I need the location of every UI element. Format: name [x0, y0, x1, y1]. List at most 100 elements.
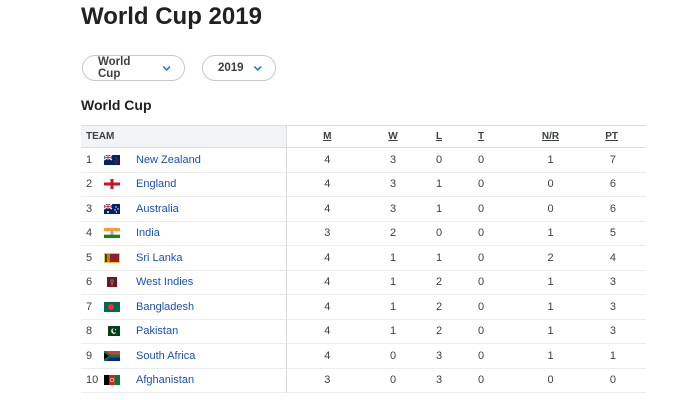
table-body: 1 New Zealand 4 3 0 0 1 7 2 England 4 3 1 … [81, 147, 646, 393]
column-header-w[interactable]: W [368, 125, 418, 148]
team-name-link[interactable]: Bangladesh [136, 300, 195, 313]
cell-nr: 1 [547, 349, 554, 362]
cell-m: 4 [285, 294, 368, 319]
cell-nr: 0 [547, 202, 554, 215]
row-rank: 10 [86, 374, 99, 387]
standings-table: TEAM M W L T N/R PT 1 New Zealand 4 3 0 0… [81, 125, 646, 393]
cell-l: 3 [435, 374, 443, 387]
cell-pt: 4 [609, 251, 616, 264]
cell-l: 1 [435, 251, 443, 264]
row-rank: 2 [86, 178, 93, 191]
cell-pt: 0 [609, 374, 616, 387]
cell-m: 4 [285, 245, 368, 270]
cell-m: 4 [285, 172, 368, 197]
row-rank: 9 [86, 349, 93, 362]
cell-t: 0 [477, 349, 485, 362]
column-header-nr[interactable]: N/R [502, 125, 599, 148]
row-rank: 6 [86, 276, 93, 289]
row-rank: 1 [86, 153, 93, 166]
row-rank: 8 [86, 325, 93, 338]
team-name-link[interactable]: Pakistan [136, 325, 179, 338]
cell-w: 0 [389, 374, 397, 387]
team-name-link[interactable]: England [136, 178, 177, 191]
cell-w: 1 [389, 251, 397, 264]
table-row[interactable]: 8 Pakistan 4 1 2 0 1 3 [81, 319, 646, 344]
cell-w: 1 [389, 300, 397, 313]
bangladesh-flag-icon [104, 301, 120, 312]
table-row[interactable]: 7 Bangladesh 4 1 2 0 1 3 [81, 294, 646, 319]
table-row[interactable]: 2 England 4 3 1 0 0 6 [81, 172, 646, 197]
row-rank: 3 [86, 202, 93, 215]
cell-pt: 3 [609, 325, 616, 338]
cell-nr: 0 [547, 178, 554, 191]
west-indies-flag-icon [104, 277, 120, 288]
team-name-link[interactable]: Sri Lanka [136, 251, 183, 264]
cell-pt: 7 [609, 153, 616, 166]
cell-l: 0 [435, 153, 443, 166]
south-africa-flag-icon [104, 350, 120, 361]
cell-t: 0 [477, 276, 485, 289]
cell-w: 1 [389, 325, 397, 338]
team-name-link[interactable]: New Zealand [136, 153, 201, 166]
cell-pt: 3 [609, 276, 616, 289]
cell-m: 4 [285, 196, 368, 221]
season-dropdown[interactable]: 2019 [202, 55, 276, 81]
column-header-l[interactable]: L [418, 125, 460, 148]
team-name-link[interactable]: South Africa [136, 349, 196, 362]
column-header-pt[interactable]: PT [599, 125, 646, 148]
cell-t: 0 [477, 251, 485, 264]
cell-w: 2 [389, 227, 397, 240]
table-row[interactable]: 5 Sri Lanka 4 1 1 0 2 4 [81, 245, 646, 270]
team-name-link[interactable]: India [136, 227, 160, 240]
tournament-dropdown[interactable]: World Cup [82, 55, 185, 81]
cell-nr: 2 [547, 251, 554, 264]
cell-pt: 5 [609, 227, 616, 240]
australia-flag-icon [104, 203, 120, 214]
england-flag-icon [104, 179, 120, 190]
table-row[interactable]: 6 West Indies 4 1 2 0 1 3 [81, 270, 646, 295]
table-row[interactable]: 4 India 3 2 0 0 1 5 [81, 221, 646, 246]
cell-nr: 0 [547, 374, 554, 387]
cell-nr: 1 [547, 300, 554, 313]
column-header-m[interactable]: M [285, 125, 368, 148]
cell-l: 2 [435, 325, 443, 338]
cell-pt: 1 [609, 349, 616, 362]
table-row[interactable]: 1 New Zealand 4 3 0 0 1 7 [81, 147, 646, 172]
cell-pt: 6 [609, 178, 616, 191]
cell-t: 0 [477, 227, 485, 240]
chevron-down-icon [162, 66, 171, 71]
team-name-link[interactable]: Australia [136, 202, 179, 215]
column-header-team: TEAM [81, 125, 286, 148]
team-name-link[interactable]: Afghanistan [136, 374, 195, 387]
cell-nr: 1 [547, 153, 554, 166]
table-row[interactable]: 3 Australia 4 3 1 0 0 6 [81, 196, 646, 221]
cell-m: 4 [285, 319, 368, 344]
chevron-down-icon [253, 66, 262, 71]
table-row[interactable]: 9 South Africa 4 0 3 0 1 1 [81, 343, 646, 368]
cell-l: 1 [435, 202, 443, 215]
tournament-dropdown-label: World Cup [98, 56, 131, 80]
afghanistan-flag-icon [104, 375, 120, 386]
cell-t: 0 [477, 325, 485, 338]
cell-m: 4 [285, 270, 368, 295]
row-rank: 4 [86, 227, 93, 240]
cell-m: 3 [285, 221, 368, 246]
cell-nr: 1 [547, 227, 554, 240]
cell-t: 0 [477, 178, 485, 191]
row-rank: 7 [86, 300, 93, 313]
page-title: World Cup 2019 [81, 3, 262, 30]
cell-l: 1 [435, 178, 443, 191]
table-row[interactable]: 10 Afghanistan 3 0 3 0 0 0 [81, 368, 646, 393]
cell-nr: 1 [547, 276, 554, 289]
cell-l: 3 [435, 349, 443, 362]
cell-pt: 3 [609, 300, 616, 313]
column-header-t[interactable]: T [460, 125, 502, 148]
cell-w: 0 [389, 349, 397, 362]
row-rank: 5 [86, 251, 93, 264]
cell-w: 1 [389, 276, 397, 289]
sri-lanka-flag-icon [104, 252, 120, 263]
cell-t: 0 [477, 374, 485, 387]
cell-w: 3 [389, 153, 397, 166]
team-name-link[interactable]: West Indies [136, 276, 194, 289]
standings-table-wrapper: TEAM M W L T N/R PT 1 New Zealand 4 3 0 0… [81, 125, 646, 393]
